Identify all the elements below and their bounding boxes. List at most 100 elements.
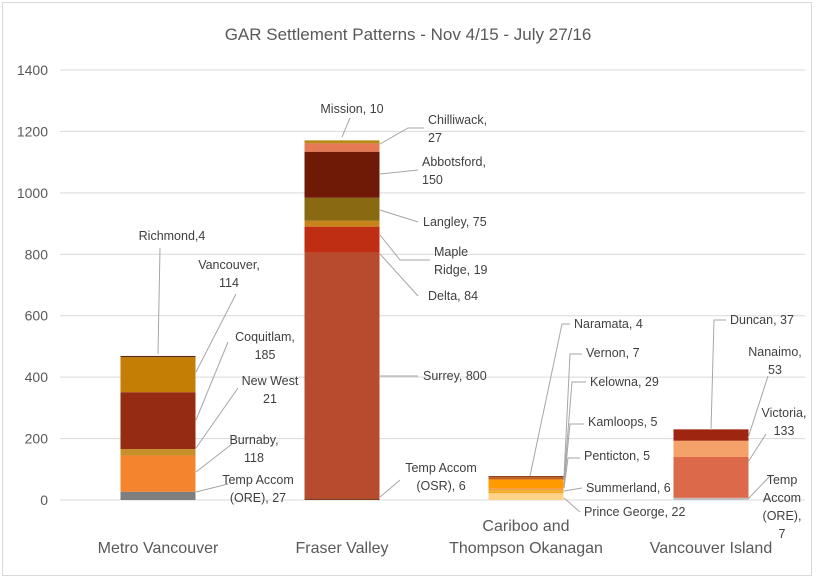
data-label-burnaby: Burnaby,	[229, 433, 278, 447]
category-label: Vancouver Island	[650, 540, 772, 557]
data-label-vancouver: Vancouver,	[198, 258, 260, 272]
bar-segment-maple-ridge	[304, 220, 380, 227]
data-label-temp-accom-osr: (OSR), 6	[416, 479, 465, 493]
data-label-prince-george: Prince George, 22	[584, 505, 685, 519]
leader-line-new-west	[195, 387, 239, 449]
bar-segment-coquitlam	[120, 392, 196, 450]
bar-segment-chilliwack	[304, 143, 380, 152]
leader-line-kelowna	[563, 381, 586, 481]
leader-line-penticton	[563, 457, 580, 489]
leader-line-maple-ridge	[379, 234, 430, 261]
bar-segment-vancouver	[120, 357, 196, 393]
data-label-maple-ridge: Ridge, 19	[434, 263, 488, 277]
data-label-victoria: Victoria,	[762, 406, 807, 420]
bar-segment-kamloops	[488, 488, 564, 490]
bar-segment-langley	[304, 197, 380, 221]
y-tick-label-0: 0	[40, 492, 48, 508]
data-label-delta: Delta, 84	[428, 289, 478, 303]
data-label-vernon: Vernon, 7	[586, 346, 640, 360]
y-tick-label-1200: 1200	[17, 123, 48, 139]
y-tick-label-200: 200	[25, 431, 49, 447]
leader-line-victoria	[747, 433, 767, 463]
bar-segment-mission	[304, 140, 380, 144]
data-label-vancouver: 114	[219, 276, 239, 290]
leader-line-kamloops	[563, 423, 584, 486]
leader-line-duncan	[710, 319, 726, 431]
data-label-nanaimo: 53	[768, 363, 782, 377]
bar-segment-temp-accom-ore	[673, 497, 749, 500]
chart-title: GAR Settlement Patterns - Nov 4/15 - Jul…	[225, 25, 592, 44]
bar-segment-duncan	[673, 429, 749, 441]
leader-line-temp-accom-ore	[747, 475, 771, 500]
y-tick-label-1400: 1400	[17, 62, 48, 78]
category-label: Metro Vancouver	[98, 540, 219, 557]
bar-segment-penticton	[488, 489, 564, 492]
data-label-temp-accom-osr: Temp Accom	[405, 461, 477, 475]
data-label-mission: Mission, 10	[320, 102, 383, 116]
bar-segment-kelowna	[488, 479, 564, 489]
leader-line-chilliwack	[379, 127, 424, 145]
bar-segment-new-west	[120, 449, 196, 456]
bar-segment-richmond	[120, 355, 196, 358]
leader-lines	[157, 117, 771, 513]
y-axis-ticks: 0 200 400 600 800 1000 1200 1400	[17, 62, 48, 508]
data-label-duncan: Duncan, 37	[730, 313, 794, 327]
bar-segment-burnaby	[120, 455, 196, 492]
leader-line-langley	[379, 209, 419, 223]
data-labels: Temp Accom (ORE), 27 Burnaby, 118 New West 21…	[139, 102, 807, 541]
data-label-abbotsford: Abbotsford,	[422, 155, 486, 169]
leader-line-coquitlam	[195, 341, 229, 421]
data-label-coquitlam: Coquitlam,	[235, 330, 295, 344]
data-label-victoria: 133	[774, 424, 795, 438]
y-tick-label-600: 600	[25, 308, 49, 324]
bar-segment-naramata	[488, 476, 564, 478]
y-tick-label-400: 400	[25, 369, 49, 385]
category-label: Thompson Okanagan	[449, 540, 603, 557]
leader-line-delta	[379, 253, 419, 297]
data-label-naramata: Naramata, 4	[574, 317, 643, 331]
bar-segment-temp-accom-osr	[304, 498, 380, 500]
bar-segment-nanaimo	[673, 440, 749, 457]
leader-line-richmond	[157, 247, 161, 355]
bar-segment-temp-accom-ore	[120, 491, 196, 500]
bar-segment-prince-george	[488, 493, 564, 500]
data-label-burnaby: 118	[244, 451, 264, 465]
data-label-temp-accom-ore: (ORE), 27	[230, 491, 286, 505]
data-label-chilliwack: 27	[428, 131, 442, 145]
bars	[120, 140, 749, 500]
bar-segment-summerland	[488, 491, 564, 494]
y-tick-label-800: 800	[25, 246, 49, 262]
data-label-temp-accom-ore: (ORE),	[763, 509, 802, 523]
data-label-temp-accom-ore: Accom	[763, 491, 801, 505]
bar-segment-delta	[304, 226, 380, 253]
data-label-richmond: Richmond,4	[139, 229, 206, 243]
leader-line-nanaimo	[747, 375, 769, 439]
category-labels: Metro Vancouver Fraser Valley Cariboo and T…	[98, 518, 773, 557]
leader-line-abbotsford	[379, 169, 419, 175]
leader-line-temp-accom-osr	[379, 479, 401, 498]
bar-segment-vernon	[488, 477, 564, 480]
data-label-new-west: 21	[263, 392, 277, 406]
data-label-nanaimo: Nanaimo,	[748, 345, 802, 359]
data-label-surrey: Surrey, 800	[423, 369, 487, 383]
data-label-summerland: Summerland, 6	[586, 481, 671, 495]
leader-line-summerland	[563, 487, 583, 492]
category-label: Fraser Valley	[295, 540, 388, 557]
data-label-abbotsford: 150	[422, 173, 443, 187]
data-label-temp-accom-ore: Temp Accom	[222, 473, 294, 487]
leader-line-mission	[341, 117, 351, 138]
leader-line-temp-accom-ore	[195, 483, 229, 493]
data-label-maple-ridge: Maple	[434, 245, 468, 259]
data-label-chilliwack: Chilliwack,	[428, 113, 487, 127]
leader-line-vancouver	[195, 293, 237, 373]
data-label-new-west: New West	[242, 374, 299, 388]
data-label-kelowna: Kelowna, 29	[590, 375, 659, 389]
data-label-langley: Langley, 75	[423, 215, 487, 229]
category-label: Cariboo and	[482, 518, 569, 535]
data-label-penticton: Penticton, 5	[584, 449, 650, 463]
data-label-kamloops: Kamloops, 5	[588, 415, 658, 429]
leader-line-burnaby	[195, 443, 233, 473]
leader-line-naramata	[529, 323, 570, 477]
leader-line-vernon	[563, 353, 582, 478]
